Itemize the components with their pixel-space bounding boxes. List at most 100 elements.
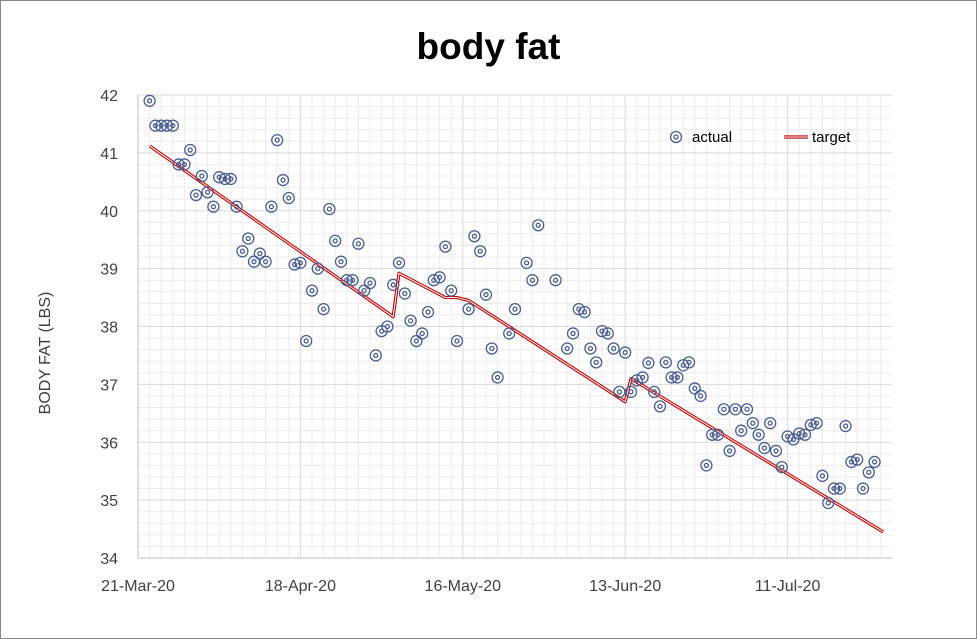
- actual-point: [294, 256, 307, 269]
- actual-point-inner: [616, 389, 623, 395]
- actual-point: [387, 278, 400, 291]
- actual-point-outer: [827, 482, 841, 495]
- actual-point: [329, 234, 342, 247]
- chart-title: body fat: [416, 26, 561, 67]
- actual-point-outer: [253, 247, 266, 260]
- actual-point: [433, 271, 446, 284]
- target-series: [148, 144, 885, 534]
- actual-point-inner: [663, 359, 669, 366]
- grid-lines: [137, 94, 892, 559]
- actual-point-inner: [251, 259, 257, 265]
- actual-point-outer: [479, 288, 493, 301]
- actual-point: [207, 200, 220, 213]
- actual-point-inner: [390, 282, 396, 288]
- actual-point: [474, 245, 487, 258]
- actual-point: [276, 173, 290, 187]
- actual-point-outer: [334, 255, 348, 268]
- actual-point: [868, 455, 881, 469]
- actual-point-outer: [729, 403, 742, 416]
- actual-point-inner: [581, 309, 588, 315]
- actual-point-inner: [674, 374, 681, 381]
- actual-point-inner: [854, 456, 860, 463]
- y-tick-label: 38: [100, 320, 118, 337]
- actual-point-inner: [326, 206, 333, 212]
- actual-point: [184, 143, 197, 157]
- x-tick-labels: 21-Mar-20 18-Apr-20 16-May-20 13-Jun-20 11-J…: [101, 578, 820, 595]
- actual-point-inner: [471, 233, 478, 239]
- y-tick-label: 35: [100, 493, 118, 510]
- actual-point-inner: [187, 147, 193, 153]
- actual-point-outer: [601, 327, 614, 340]
- actual-point: [230, 200, 243, 213]
- actual-point-inner: [622, 349, 628, 356]
- actual-point: [619, 346, 632, 359]
- actual-point-outer: [462, 302, 475, 316]
- actual-point-outer: [160, 119, 174, 132]
- actual-point-outer: [178, 158, 191, 171]
- actual-point-inner: [790, 436, 797, 443]
- actual-point-inner: [564, 345, 570, 352]
- actual-point-outer: [816, 469, 829, 482]
- actual-point-inner: [332, 238, 338, 244]
- actual-point-outer: [195, 169, 208, 183]
- actual-point-inner: [779, 464, 785, 470]
- legend-actual-marker: [669, 130, 683, 144]
- actual-point: [242, 232, 255, 245]
- actual-point-outer: [450, 334, 464, 348]
- actual-point-outer: [242, 232, 255, 245]
- actual-point-inner: [193, 192, 199, 198]
- y-tick-label: 42: [100, 88, 118, 105]
- axes: [137, 95, 892, 559]
- actual-point-inner: [593, 359, 599, 366]
- actual-point-outer: [868, 455, 881, 469]
- actual-point-outer: [775, 460, 788, 474]
- actual-point-outer: [549, 274, 562, 287]
- y-tick-label: 36: [100, 435, 118, 452]
- actual-point-outer: [723, 444, 736, 458]
- actual-point-outer: [421, 305, 435, 319]
- actual-point-outer: [822, 496, 835, 510]
- actual-point: [532, 219, 545, 232]
- actual-point-inner: [587, 345, 594, 352]
- actual-point-inner: [761, 445, 768, 451]
- actual-point-outer: [624, 385, 638, 399]
- actual-point: [816, 469, 829, 482]
- actual-point: [775, 460, 788, 474]
- actual-point-inner: [239, 248, 246, 254]
- actual-point: [769, 444, 783, 458]
- actual-point: [758, 441, 771, 455]
- actual-point-inner: [396, 260, 402, 266]
- actual-point-outer: [236, 245, 249, 258]
- actual-point-outer: [711, 428, 725, 441]
- actual-point-outer: [259, 255, 272, 268]
- actual-point: [746, 417, 759, 430]
- actual-point: [311, 262, 324, 275]
- actual-point-outer: [584, 342, 597, 355]
- actual-point-inner: [303, 338, 309, 344]
- actual-point-inner: [610, 345, 617, 352]
- actual-point-outer: [404, 314, 417, 327]
- actual-point: [166, 119, 179, 132]
- y-tick-label: 40: [100, 204, 118, 221]
- actual-point: [404, 314, 417, 327]
- legend: actual target: [669, 129, 851, 146]
- actual-point: [508, 302, 522, 316]
- actual-point-inner: [349, 277, 356, 283]
- actual-point-outer: [532, 219, 545, 232]
- actual-point-outer: [329, 234, 342, 247]
- actual-point-inner: [825, 500, 831, 506]
- actual-point-outer: [305, 284, 319, 297]
- actual-point-inner: [199, 173, 205, 179]
- actual-point-outer: [798, 428, 812, 441]
- actual-point-inner: [373, 352, 379, 359]
- actual-point-inner: [726, 448, 733, 454]
- actual-point-outer: [862, 466, 875, 479]
- actual-point-outer: [659, 356, 672, 369]
- actual-point-outer: [230, 200, 243, 213]
- actual-point: [700, 459, 713, 472]
- actual-point-inner: [697, 393, 704, 399]
- actual-point-outer: [752, 428, 765, 441]
- actual-point-inner: [639, 374, 646, 381]
- actual-point: [607, 342, 620, 355]
